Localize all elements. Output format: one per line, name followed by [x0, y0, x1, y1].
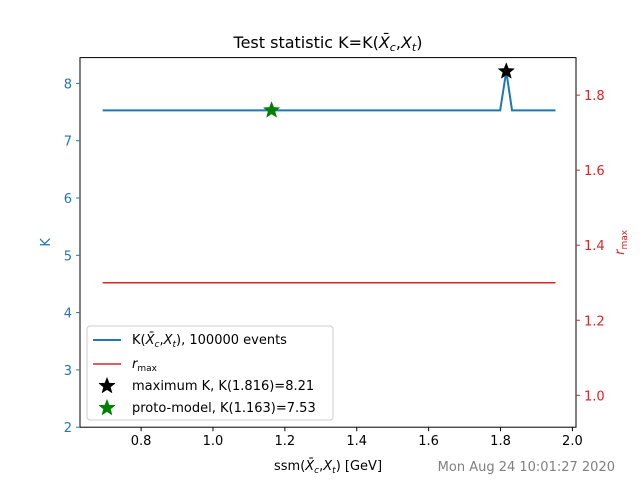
y-left-tick-label: 3 — [64, 364, 72, 379]
chart-title: Test statistic K=K(X̄c,Xt) — [233, 33, 423, 54]
legend: K(X̄c,Xt), 100000 events rmax maximum K,… — [86, 325, 334, 421]
legend-marker-max — [98, 376, 116, 394]
x-tick-label: 1.8 — [490, 434, 511, 449]
series-line-0 — [102, 71, 556, 112]
star-marker-0 — [497, 62, 516, 79]
y-right-tick-label: 1.2 — [584, 314, 605, 329]
y-left-tick-label: 8 — [64, 77, 72, 92]
x-tick-label: 1.4 — [346, 434, 367, 449]
y-left-axis-ticks: 2 3 4 5 6 7 8 — [64, 77, 80, 436]
x-tick-label: 1.0 — [203, 434, 224, 449]
series-layer — [102, 71, 556, 284]
legend-label-k: K(X̄c,Xt), 100000 events — [132, 333, 287, 350]
legend-label-proto: proto-model, K(1.163)=7.53 — [132, 401, 316, 416]
y-left-axis-label: K — [39, 238, 54, 247]
y-right-tick-label: 1.8 — [584, 89, 605, 104]
x-axis-ticks: 0.8 1.0 1.2 1.4 1.6 1.8 2.0 — [131, 427, 583, 449]
x-tick-label: 1.6 — [418, 434, 439, 449]
y-right-tick-label: 1.6 — [584, 164, 605, 179]
x-tick-label: 2.0 — [562, 434, 583, 449]
x-tick-label: 0.8 — [131, 434, 152, 449]
y-left-tick-label: 6 — [64, 192, 72, 207]
y-right-axis-label: rmax — [613, 229, 630, 255]
legend-marker-proto — [98, 398, 116, 416]
y-right-tick-label: 1.0 — [584, 389, 605, 404]
y-left-tick-label: 2 — [64, 421, 72, 436]
y-left-tick-label: 4 — [64, 307, 72, 322]
y-right-tick-label: 1.4 — [584, 239, 605, 254]
x-axis-label: ssm(X̄c,Xt) [GeV] — [274, 459, 382, 476]
y-left-tick-label: 7 — [64, 135, 72, 150]
x-tick-label: 1.2 — [275, 434, 296, 449]
legend-label-max: maximum K, K(1.816)=8.21 — [132, 379, 314, 394]
y-left-tick-label: 5 — [64, 249, 72, 264]
star-marker-1 — [262, 101, 281, 118]
plot-frame — [79, 57, 577, 428]
timestamp: Mon Aug 24 10:01:27 2020 — [438, 460, 615, 475]
legend-box — [86, 325, 334, 421]
y-right-axis-ticks: 1.0 1.2 1.4 1.6 1.8 — [576, 89, 605, 404]
marker-layer — [262, 62, 516, 118]
